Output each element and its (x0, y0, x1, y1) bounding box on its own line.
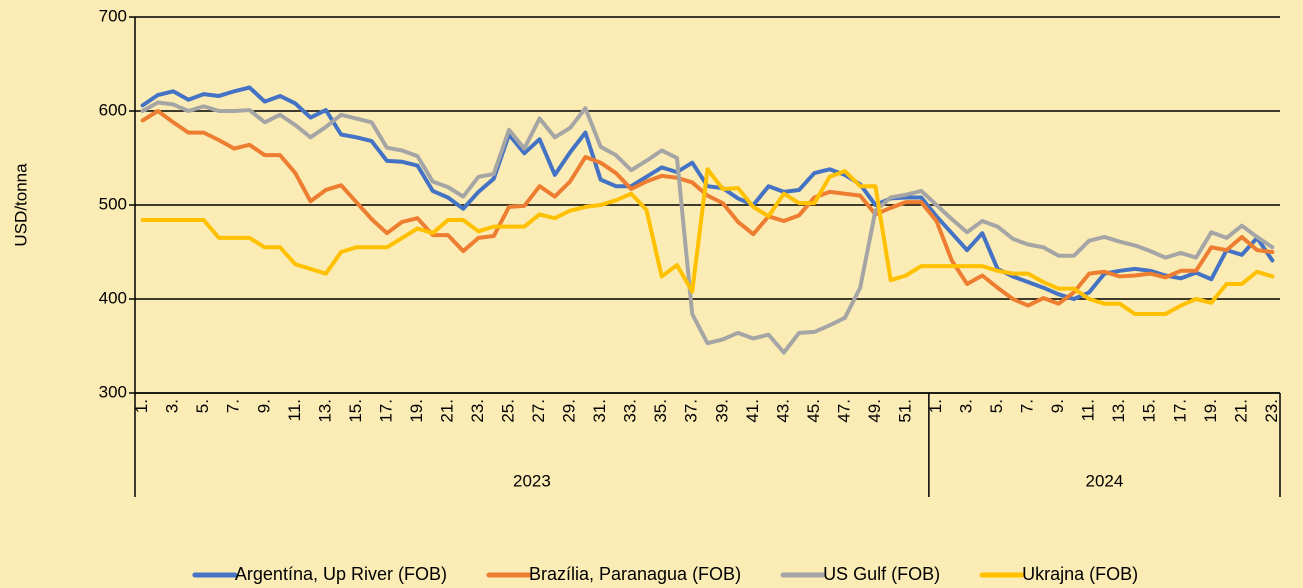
x-tick-label: 11. (285, 399, 304, 421)
x-tick-label: 33. (621, 399, 640, 423)
series-line (140, 100, 1275, 355)
x-tick-label: 15. (346, 399, 365, 423)
x-tick-label: 39. (712, 399, 731, 423)
y-tick-label: 700 (99, 6, 127, 25)
x-tick-label: 19. (407, 399, 426, 423)
x-tick-label: 7. (224, 399, 243, 413)
legend-label: US Gulf (FOB) (823, 564, 940, 584)
x-tick-label: 3. (163, 399, 182, 413)
series-line (140, 109, 1275, 308)
x-tick-label: 49. (865, 399, 884, 423)
x-tick-label: 5. (193, 399, 212, 413)
x-tick-label: 25. (499, 399, 518, 423)
y-tick-label: 300 (99, 382, 127, 401)
lines (140, 85, 1275, 355)
y-tick-label: 500 (99, 194, 127, 213)
x-tick-label: 1. (926, 399, 945, 413)
legend-item: US Gulf (FOB) (780, 564, 940, 584)
x-tick-label: 41. (743, 399, 762, 423)
legend-label: Brazília, Paranagua (FOB) (529, 564, 741, 584)
grid (135, 16, 1280, 394)
x-tick-label: 9. (254, 399, 273, 413)
x-tick-label: 29. (560, 399, 579, 423)
legend: Argentína, Up River (FOB) Brazília, Paran… (192, 564, 1138, 584)
legend-item: Brazília, Paranagua (FOB) (486, 564, 741, 584)
legend-label: Ukrajna (FOB) (1022, 564, 1138, 584)
x-tick-label: 47. (834, 399, 853, 423)
legend-item: Ukrajna (FOB) (979, 564, 1138, 584)
x-tick-label: 51. (895, 399, 914, 423)
x-tick-label: 45. (804, 399, 823, 423)
x-tick-label: 3. (957, 399, 976, 413)
x-tick-label: 13. (315, 399, 334, 423)
group-label: 2024 (1086, 471, 1124, 490)
x-tick-label: 9. (1048, 399, 1067, 413)
y-tick-label: 600 (99, 100, 127, 119)
x-tick-label: 21. (1231, 399, 1250, 423)
x-tick-label: 23. (468, 399, 487, 423)
x-tick-label: 27. (529, 399, 548, 423)
series-line (140, 167, 1275, 317)
legend-item: Argentína, Up River (FOB) (192, 564, 447, 584)
x-tick-label: 21. (437, 399, 456, 423)
legend-label: Argentína, Up River (FOB) (235, 564, 447, 584)
axes: 300 400 500 600 700 1. 3. 5. 7. 9. 11. 13. 15. 17. 19.… (99, 6, 1281, 497)
x-tick-label: 35. (651, 399, 670, 423)
group-label: 2023 (513, 471, 551, 490)
x-tick-label: 17. (376, 399, 395, 423)
x-tick-label: 17. (1170, 399, 1189, 423)
x-tick-label: 13. (1109, 399, 1128, 423)
x-tick-label: 19. (1201, 399, 1220, 423)
x-tick-label: 11. (1079, 399, 1098, 421)
y-axis-label: USD/tonna (11, 163, 30, 247)
x-tick-label: 43. (773, 399, 792, 423)
x-tick-label: 37. (682, 399, 701, 423)
y-tick-label: 400 (99, 288, 127, 307)
x-tick-label: 1. (132, 399, 151, 413)
x-tick-label: 15. (1140, 399, 1159, 423)
x-tick-label: 7. (1018, 399, 1037, 413)
x-tick-label: 5. (987, 399, 1006, 413)
x-tick-label: 31. (590, 399, 609, 423)
x-tick-label: 23. (1262, 399, 1281, 423)
